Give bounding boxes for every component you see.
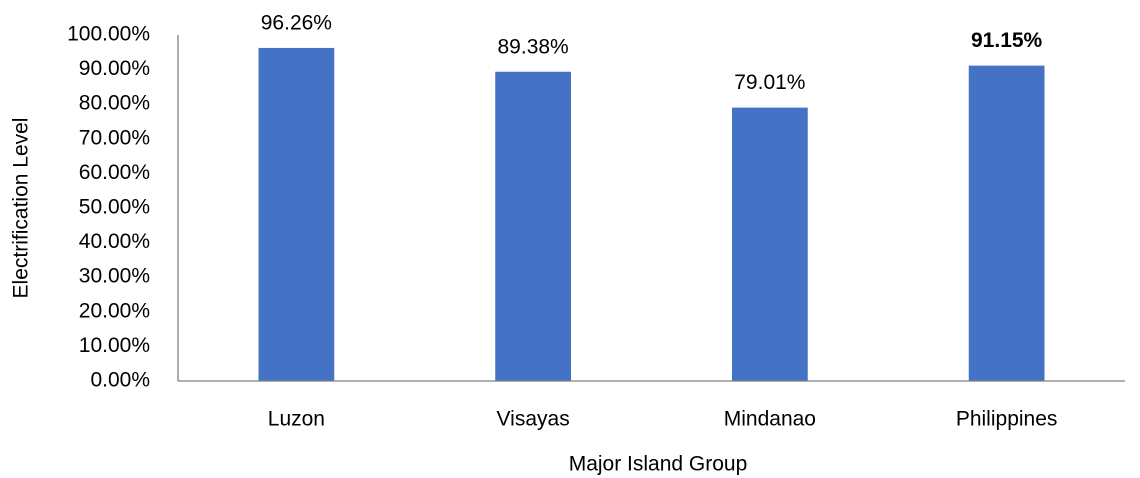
x-axis-title: Major Island Group — [569, 453, 748, 476]
data-label: 91.15% — [971, 29, 1043, 52]
y-tick-label: 0.00% — [90, 369, 150, 392]
y-tick-label: 90.00% — [79, 57, 150, 80]
bar — [495, 71, 572, 381]
y-tick-label: 40.00% — [79, 230, 150, 253]
x-tick-label: Mindanao — [724, 408, 816, 431]
y-tick-label: 30.00% — [79, 265, 150, 288]
y-tick-label: 20.00% — [79, 299, 150, 322]
bar — [968, 65, 1045, 381]
bar — [731, 107, 808, 381]
data-label: 89.38% — [498, 35, 569, 58]
y-tick-label: 80.00% — [79, 92, 150, 115]
bar — [258, 47, 335, 381]
y-tick-label: 100.00% — [67, 23, 150, 46]
y-axis-title: Electrification Level — [10, 118, 33, 299]
x-tick-label: Visayas — [497, 408, 570, 431]
x-tick-label: Philippines — [956, 408, 1058, 431]
x-tick-label: Luzon — [268, 408, 325, 431]
y-tick-label: 10.00% — [79, 334, 150, 357]
data-label: 96.26% — [261, 11, 332, 34]
data-label: 79.01% — [734, 71, 805, 94]
y-tick-label: 60.00% — [79, 161, 150, 184]
y-tick-label: 50.00% — [79, 196, 150, 219]
y-tick-label: 70.00% — [79, 126, 150, 149]
